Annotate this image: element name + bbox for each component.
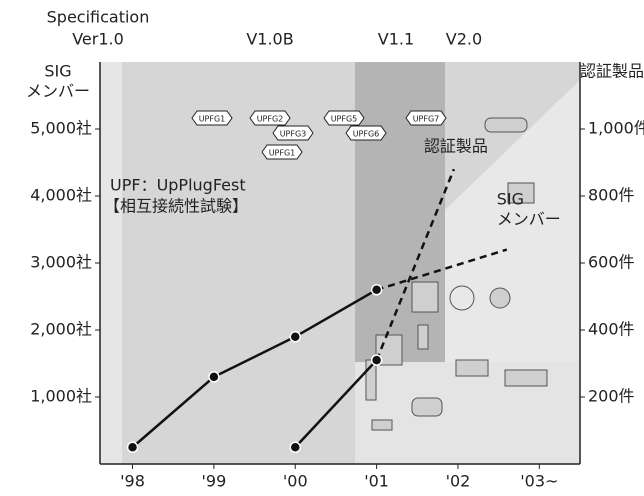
annotation: UPF：UpPlugFest (110, 176, 246, 195)
y2-tick-label: 200件 (588, 387, 635, 406)
point (289, 441, 302, 453)
upf-event: UPFG6 (345, 125, 387, 141)
x-tick-label: '98 (120, 472, 145, 491)
hexagon (191, 110, 233, 126)
y2-tick-label: 600件 (588, 253, 635, 272)
point (370, 354, 383, 366)
point (208, 371, 220, 383)
icon (411, 397, 443, 417)
annotation: 【相互接続性試験】 (104, 197, 248, 216)
point (289, 330, 302, 343)
icon (449, 285, 475, 311)
y2-tick-label: 400件 (588, 320, 635, 339)
icon (484, 117, 528, 133)
icon (507, 182, 535, 204)
y2-tick-label: 800件 (588, 186, 635, 205)
version-label: V1.0B (246, 30, 293, 49)
hexagon (249, 110, 291, 126)
y-tick-label: 5,000社 (30, 119, 92, 138)
x-tick-label: '01 (364, 472, 389, 491)
upf-event-label: UPFG2 (257, 115, 284, 124)
x-tick-label: '02 (446, 472, 471, 491)
point (126, 441, 139, 453)
upf-event-label: UPFG1 (199, 115, 226, 124)
y-tick-label: 2,000社 (30, 320, 92, 339)
hexagon (345, 125, 387, 141)
upf-event-label: UPFG1 (269, 149, 296, 158)
upf-event: UPFG3 (272, 125, 314, 141)
hexagon (261, 144, 303, 160)
y-axis-title: メンバー (26, 82, 90, 101)
hexagon (323, 110, 365, 126)
icon (489, 287, 511, 309)
upf-event: UPFG1 (261, 144, 303, 160)
hexagon (405, 110, 447, 126)
series-line (376, 248, 508, 291)
upf-event: UPFG2 (249, 110, 291, 126)
icon (371, 419, 393, 431)
upf-event: UPFG5 (323, 110, 365, 126)
hexagon (272, 125, 314, 141)
version-label: Ver1.0 (72, 30, 124, 49)
period-band (355, 62, 445, 362)
y2-axis-title: 認証製品 (580, 62, 644, 81)
x-tick-label: '00 (283, 472, 308, 491)
upf-event: UPFG1 (191, 110, 233, 126)
series-line (294, 359, 378, 449)
series-label: SIG メンバー (497, 189, 561, 228)
icon (417, 324, 429, 350)
series-label: 認証製品 (424, 137, 488, 156)
y2-tick-label: 1,000件 (588, 119, 644, 138)
x-tick-label: '99 (202, 472, 227, 491)
y-tick-label: 1,000社 (30, 387, 92, 406)
x-tick-label: '03~ (520, 472, 558, 491)
version-label: Specification (47, 8, 150, 27)
upf-event-label: UPFG5 (331, 115, 358, 124)
series-line (375, 168, 456, 361)
icon (411, 281, 439, 313)
period-band (100, 62, 122, 464)
version-label: V1.1 (378, 30, 414, 49)
series-line (131, 288, 378, 449)
icon (504, 369, 548, 387)
upf-event-label: UPFG7 (413, 115, 440, 124)
y-tick-label: 4,000社 (30, 186, 92, 205)
point (370, 284, 383, 296)
y-tick-label: 3,000社 (30, 253, 92, 272)
upf-event-label: UPFG6 (353, 130, 380, 139)
icon (455, 359, 489, 377)
y-axis-title: SIG (44, 62, 71, 81)
upf-event-label: UPFG3 (280, 130, 307, 139)
upf-event: UPFG7 (405, 110, 447, 126)
version-label: V2.0 (446, 30, 482, 49)
product-area (445, 80, 580, 362)
